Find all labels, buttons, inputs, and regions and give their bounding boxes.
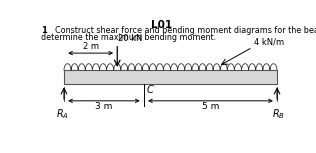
Text: determine the maximum bending moment.: determine the maximum bending moment. bbox=[41, 33, 216, 42]
Text: 5 m: 5 m bbox=[202, 102, 219, 111]
Text: $R_B$: $R_B$ bbox=[272, 107, 285, 121]
Text: 20 kN: 20 kN bbox=[118, 34, 143, 43]
Text: $R_A$: $R_A$ bbox=[56, 107, 69, 121]
Text: 1: 1 bbox=[41, 26, 46, 35]
Bar bbox=[64, 70, 277, 84]
Text: 2 m: 2 m bbox=[82, 42, 99, 51]
Text: 4 kN/m: 4 kN/m bbox=[254, 38, 284, 47]
Text: C: C bbox=[146, 85, 153, 95]
Text: L01: L01 bbox=[151, 20, 173, 30]
Text: Construct shear force and bending moment diagrams for the beam shown below and: Construct shear force and bending moment… bbox=[55, 26, 316, 35]
Text: 3 m: 3 m bbox=[95, 102, 112, 111]
